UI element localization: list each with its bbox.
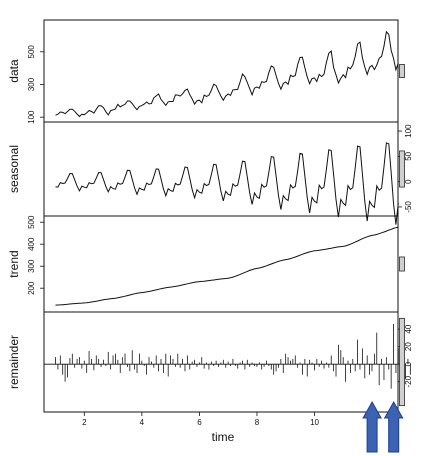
y-tick-label-remainder: 40 — [404, 324, 413, 333]
panel-label-data: data — [7, 59, 21, 83]
y-tick-label-data: 300 — [27, 77, 36, 91]
series-line-data — [55, 30, 399, 118]
series-line-trend — [55, 226, 399, 306]
x-tick-label: 2 — [82, 418, 87, 427]
range-bar-seasonal — [399, 150, 405, 188]
y-tick-label-seasonal: 0 — [404, 179, 413, 184]
y-tick-label-trend: 400 — [27, 237, 36, 251]
range-bar-remainder — [399, 317, 405, 407]
y-tick-label-remainder: 20 — [404, 342, 413, 351]
panels-layer: 100300500data-50050100seasonal2003004005… — [7, 19, 413, 413]
x-tick-label: 6 — [197, 418, 202, 427]
panel-label-remainder: remainder — [7, 335, 21, 389]
y-tick-label-seasonal: 50 — [404, 151, 413, 160]
panel-remainder: -20 0 20 40 remainder — [7, 311, 413, 413]
y-tick-label-data: 100 — [27, 110, 36, 124]
x-tick-label: 4 — [140, 418, 145, 427]
y-tick-label-trend: 500 — [27, 215, 36, 229]
blue-arrow-icon — [383, 400, 404, 453]
y-tick-label-data: 500 — [27, 45, 36, 59]
panel-label-seasonal: seasonal — [7, 145, 21, 193]
blue-arrow-icon — [362, 400, 382, 453]
x-tick-label: 10 — [310, 418, 319, 427]
annotations-layer — [362, 400, 404, 453]
y-tick-label-trend: 300 — [27, 259, 36, 273]
panel-label-trend: trend — [7, 250, 21, 277]
y-tick-label-seasonal: 100 — [404, 124, 413, 138]
y-tick-label-trend: 200 — [27, 281, 36, 295]
x-axis: 2 4 6 8 10 — [82, 412, 320, 427]
range-bar-data — [399, 64, 405, 78]
y-tick-label-seasonal: -50 — [404, 201, 413, 213]
x-axis-title: time — [212, 430, 235, 444]
y-tick-label-remainder: -20 — [404, 375, 413, 387]
x-tick-label: 8 — [255, 418, 260, 427]
y-tick-label-remainder: 0 — [404, 361, 413, 366]
series-line-seasonal — [55, 142, 399, 225]
range-bar-trend — [399, 256, 405, 272]
